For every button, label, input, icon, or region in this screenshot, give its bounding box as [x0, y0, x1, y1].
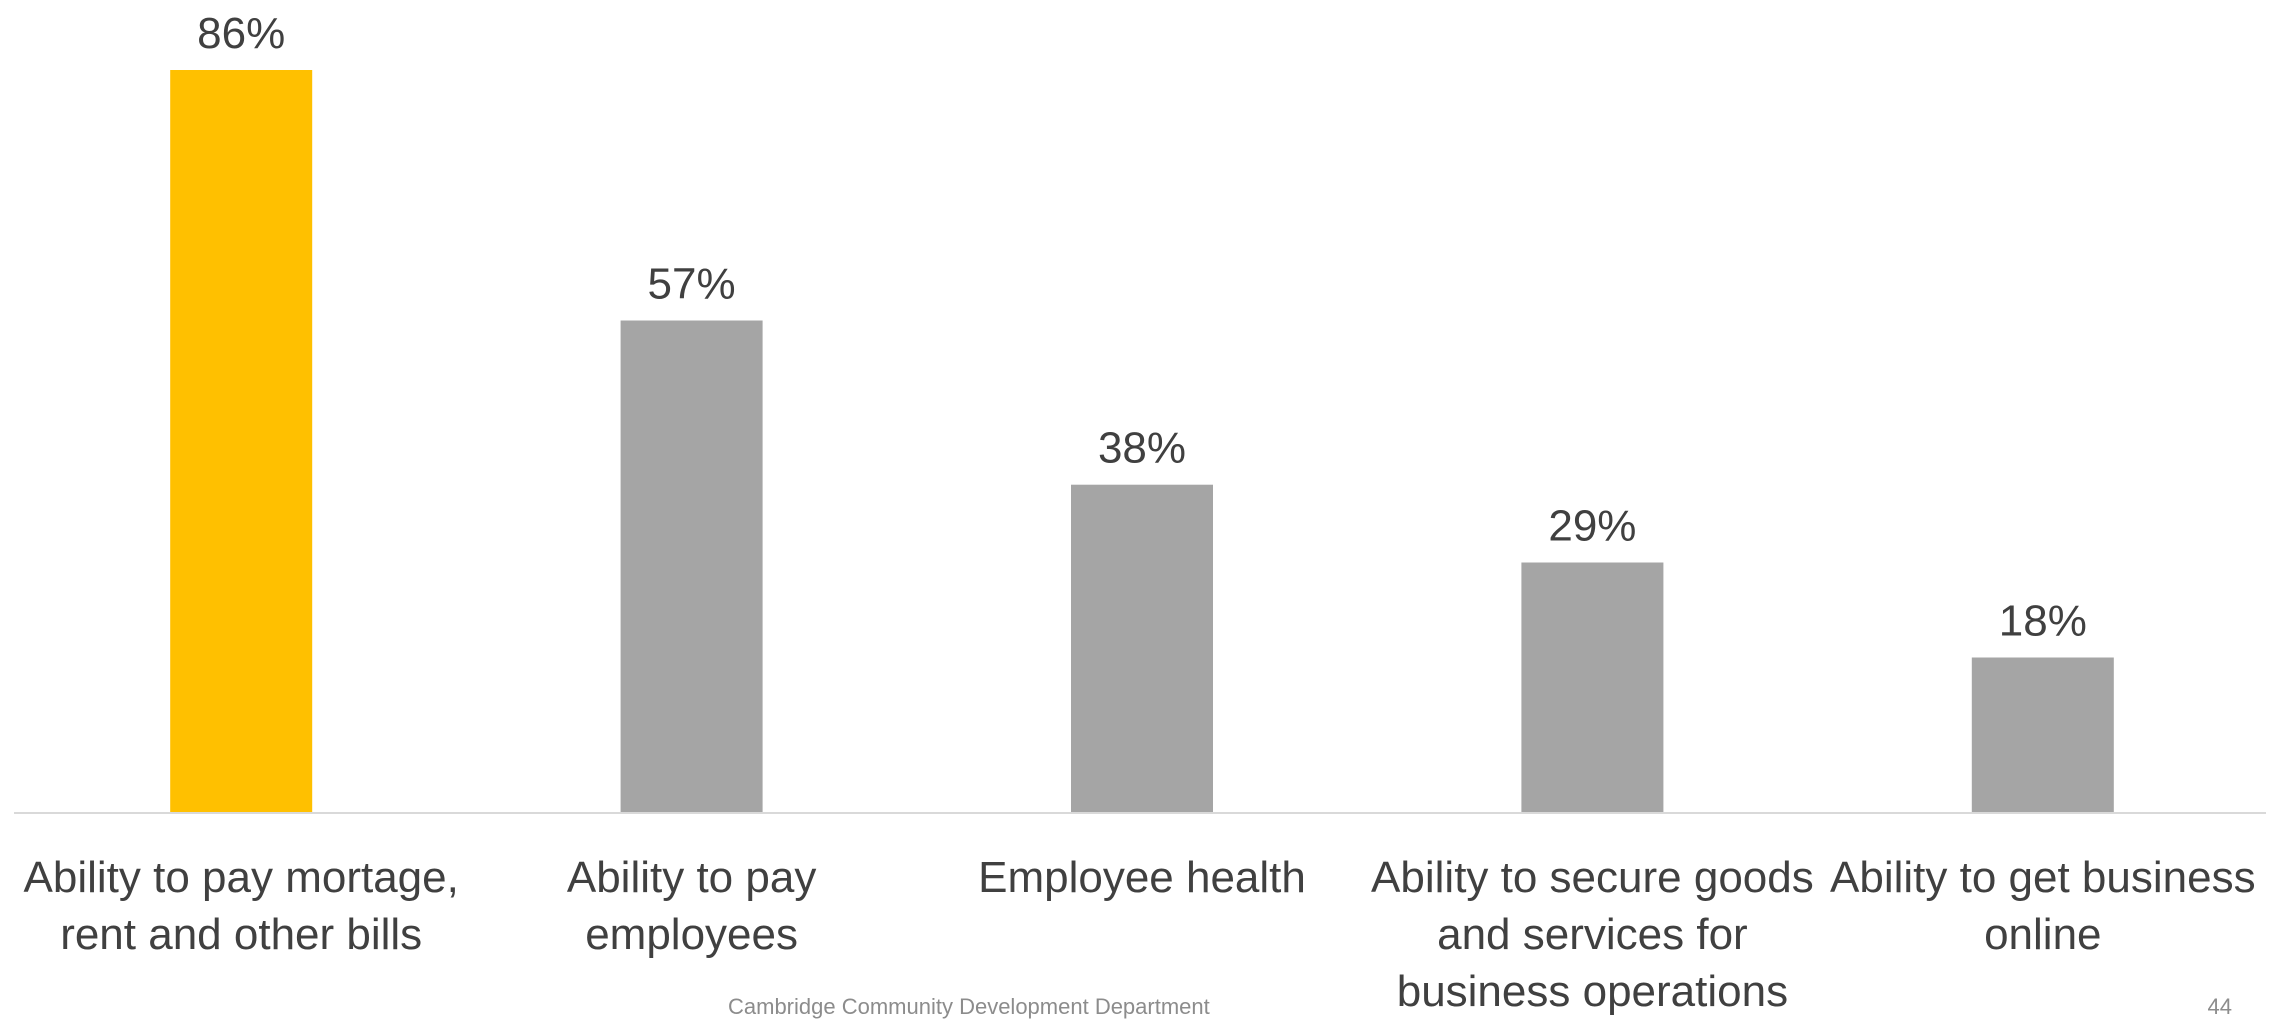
category-label-line: Ability to pay mortage,: [24, 853, 459, 902]
page-number: 44: [2207, 994, 2232, 1019]
category-label-line: Ability to pay: [567, 853, 816, 902]
category-label-line: Ability to secure goods: [1371, 853, 1814, 902]
category-label-line: Ability to get business: [1830, 853, 2256, 902]
data-label-1: 86%: [197, 9, 285, 58]
category-label-2: Ability to pay employees: [567, 853, 816, 959]
category-label-line: and services for: [1437, 910, 1748, 959]
category-label-5: Ability to get business online: [1830, 853, 2256, 959]
bar-4: [1521, 562, 1664, 813]
bar-1: [170, 70, 313, 813]
data-label-5: 18%: [1999, 597, 2087, 646]
category-label-line: rent and other bills: [60, 910, 422, 959]
category-label-line: business operations: [1397, 967, 1788, 1016]
data-label-2: 57%: [648, 260, 736, 309]
bar-5: [1971, 657, 2114, 813]
data-label-4: 29%: [1548, 502, 1636, 551]
footer-organization: Cambridge Community Development Departme…: [728, 994, 1210, 1019]
category-label-3: Employee health: [978, 853, 1306, 902]
bars-layer: [170, 70, 2114, 813]
category-label-4: Ability to secure goods and services for b…: [1371, 853, 1814, 1016]
category-label-line: employees: [585, 910, 798, 959]
category-label-line: online: [1984, 910, 2101, 959]
category-label-1: Ability to pay mortage, rent and other bi…: [24, 853, 459, 959]
bar-3: [1071, 484, 1213, 813]
data-label-3: 38%: [1098, 424, 1186, 473]
value-labels-layer: 86% 57% 38% 29% 18%: [197, 9, 2087, 646]
bar-2: [620, 320, 763, 813]
category-label-line: Employee health: [978, 853, 1306, 902]
category-labels-layer: Ability to pay mortage, rent and other bi…: [24, 853, 2256, 1016]
